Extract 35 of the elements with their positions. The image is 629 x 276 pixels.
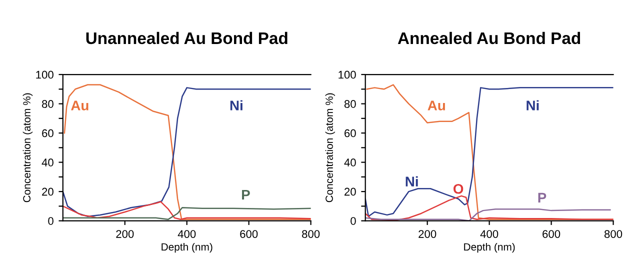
x-axis-title: Depth (nm) <box>162 242 212 253</box>
x-tick-label: 200 <box>418 230 436 238</box>
series-label: O <box>453 184 464 194</box>
text: Ni <box>526 100 539 110</box>
y-tick-label: 20 <box>42 188 54 196</box>
chart-title: Unannealed Au Bond Pad <box>86 32 288 44</box>
chart-title: Annealed Au Bond Pad <box>398 32 580 44</box>
y-axis-title: Concentration (atom %) <box>22 93 33 202</box>
y-tick-label: 0 <box>48 217 54 225</box>
x-tick-label: 600 <box>240 230 258 238</box>
y-tick-label: 100 <box>338 70 356 79</box>
series-label: Ni <box>406 176 418 186</box>
y-tick-label: 40 <box>42 158 54 166</box>
y-tick-label: 80 <box>42 100 54 108</box>
series-label: Au <box>71 100 88 110</box>
y-tick-label: 60 <box>42 129 54 138</box>
series-label: P <box>538 192 546 202</box>
x-tick-label: 400 <box>178 230 196 238</box>
x-tick-label: 800 <box>604 230 622 238</box>
y-tick-label: 80 <box>344 100 356 108</box>
x-tick-label: 800 <box>302 230 320 238</box>
x-tick-label: 200 <box>116 230 134 238</box>
y-tick-label: 40 <box>344 158 356 166</box>
x-tick-label: 600 <box>542 230 560 238</box>
y-tick-label: 60 <box>344 129 356 138</box>
y-axis-title: Concentration (atom %) <box>325 93 336 202</box>
x-axis-title: Depth (nm) <box>464 242 515 253</box>
y-tick-label: 20 <box>344 188 356 196</box>
series-label: Ni <box>230 100 242 110</box>
y-tick-label: 0 <box>350 217 356 225</box>
x-tick-label: 400 <box>480 230 498 238</box>
line-series <box>365 208 611 221</box>
y-tick-label: 100 <box>36 70 54 79</box>
series-label: Au <box>428 100 445 110</box>
series-label: P <box>242 190 250 200</box>
